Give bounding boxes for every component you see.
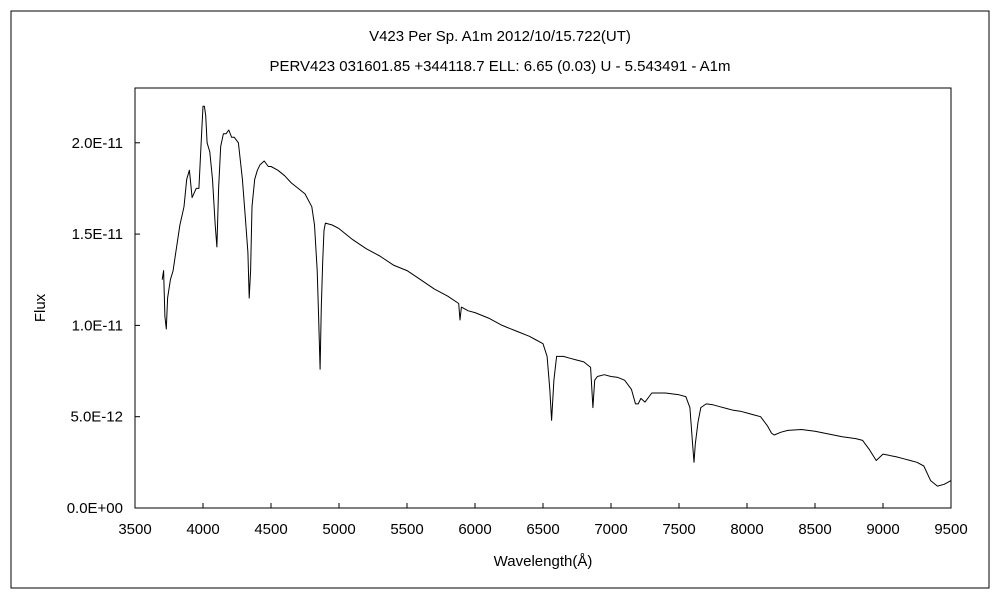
x-tick-label: 5000 (322, 521, 355, 538)
x-tick-label: 7000 (594, 521, 627, 538)
x-tick-label: 4500 (254, 521, 287, 538)
x-axis: 3500 4000 4500 5000 5500 6000 6500 7000 7500 8000… (118, 503, 968, 538)
x-tick-label: 6000 (458, 521, 491, 538)
y-tick-label: 0.0E+00 (67, 500, 123, 517)
x-tick-label: 5500 (390, 521, 423, 538)
y-tick-label: 5.0E-12 (70, 409, 123, 426)
chart-subtitle: PERV423 031601.85 +344118.7 ELL: 6.65 (0… (269, 58, 730, 75)
spectrum-series-line (161, 105, 952, 487)
y-axis: 0.0E+00 5.0E-12 1.0E-11 1.5E-11 2.0E-11 (67, 135, 140, 517)
x-tick-label: 3500 (118, 521, 151, 538)
chart-title: V423 Per Sp. A1m 2012/10/15.722(UT) (369, 28, 631, 45)
y-tick-label: 1.5E-11 (72, 226, 123, 243)
x-tick-label: 4000 (186, 521, 219, 538)
x-tick-label: 8500 (798, 521, 831, 538)
x-axis-label: Wavelength(Å) (494, 553, 593, 570)
y-axis-label: Flux (32, 293, 49, 322)
series-layer (161, 105, 952, 487)
x-tick-label: 7500 (662, 521, 695, 538)
x-tick-label: 9500 (934, 521, 967, 538)
y-tick-label: 1.0E-11 (72, 317, 123, 334)
x-tick-label: 8000 (730, 521, 763, 538)
outer-frame (10, 10, 990, 589)
y-tick-label: 2.0E-11 (72, 135, 123, 152)
x-tick-label: 6500 (526, 521, 559, 538)
x-tick-label: 9000 (866, 521, 899, 538)
